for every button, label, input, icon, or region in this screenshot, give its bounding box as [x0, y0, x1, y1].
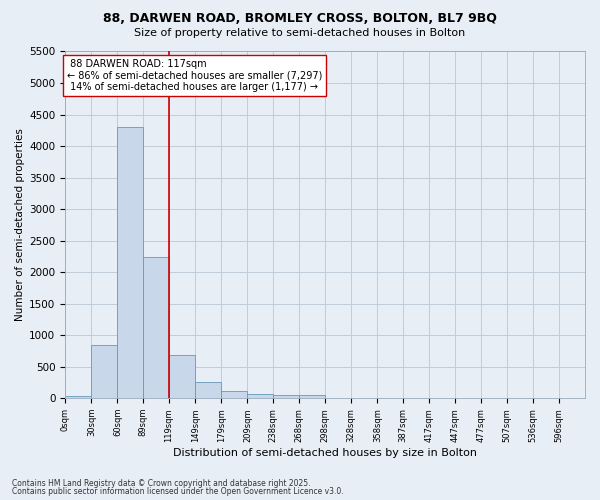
Y-axis label: Number of semi-detached properties: Number of semi-detached properties [15, 128, 25, 322]
Text: Contains public sector information licensed under the Open Government Licence v3: Contains public sector information licen… [12, 487, 344, 496]
Text: Contains HM Land Registry data © Crown copyright and database right 2025.: Contains HM Land Registry data © Crown c… [12, 478, 311, 488]
Text: 88 DARWEN ROAD: 117sqm
← 86% of semi-detached houses are smaller (7,297)
 14% of: 88 DARWEN ROAD: 117sqm ← 86% of semi-det… [67, 59, 322, 92]
Bar [91, 346, 118, 398]
Bar [221, 390, 247, 398]
Bar [299, 395, 325, 398]
Bar [273, 395, 299, 398]
Text: 88, DARWEN ROAD, BROMLEY CROSS, BOLTON, BL7 9BQ: 88, DARWEN ROAD, BROMLEY CROSS, BOLTON, … [103, 12, 497, 26]
Bar [143, 257, 169, 398]
Bar [169, 356, 195, 398]
Bar [118, 127, 143, 398]
Bar [247, 394, 273, 398]
Text: Size of property relative to semi-detached houses in Bolton: Size of property relative to semi-detach… [134, 28, 466, 38]
Bar [195, 382, 221, 398]
Bar [65, 396, 91, 398]
X-axis label: Distribution of semi-detached houses by size in Bolton: Distribution of semi-detached houses by … [173, 448, 477, 458]
